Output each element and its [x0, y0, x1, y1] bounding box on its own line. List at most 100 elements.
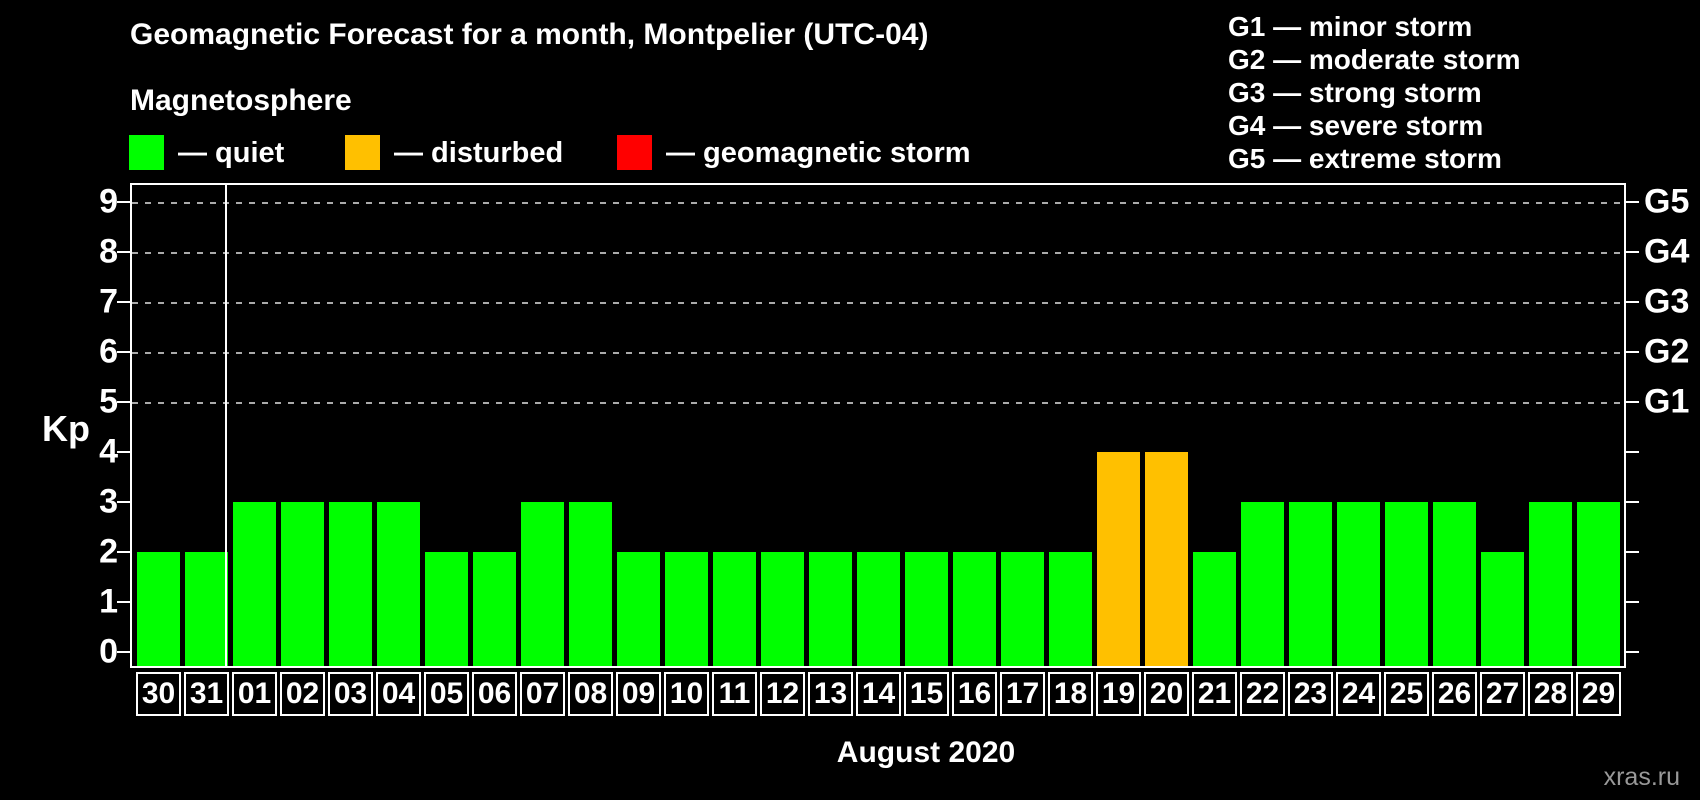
- bar-day-15: [905, 552, 948, 666]
- y-tick-label-5: 5: [99, 382, 118, 421]
- right-tick-kp0: [1626, 651, 1639, 653]
- bar-day-11: [713, 552, 756, 666]
- right-tick-kp7: [1626, 301, 1639, 303]
- bar-day-31: [185, 552, 228, 666]
- magnetosphere-label: Magnetosphere: [130, 84, 352, 117]
- plot-area: [130, 183, 1626, 668]
- y-tick-label-1: 1: [99, 582, 118, 621]
- day-label-10: 10: [664, 672, 709, 716]
- y-axis-label: Kp: [42, 408, 90, 449]
- day-label-26: 26: [1432, 672, 1477, 716]
- legend-label-disturbed: — disturbed: [394, 137, 564, 169]
- g-label-G5: G5: [1644, 182, 1690, 221]
- day-label-07: 07: [520, 672, 565, 716]
- left-tick-kp9: [117, 201, 130, 203]
- day-label-17: 17: [1000, 672, 1045, 716]
- bar-day-02: [281, 502, 324, 666]
- g-scale-legend: G1 — minor storm G2 — moderate storm G3 …: [1228, 10, 1521, 175]
- right-tick-kp5: [1626, 401, 1639, 403]
- y-tick-label-8: 8: [99, 232, 118, 271]
- left-tick-kp7: [117, 301, 130, 303]
- left-tick-kp0: [117, 651, 130, 653]
- y-tick-label-2: 2: [99, 532, 118, 571]
- bar-day-28: [1529, 502, 1572, 666]
- gridline-kp6: [132, 352, 1624, 354]
- x-axis-title: August 2020: [836, 736, 1016, 769]
- day-label-03: 03: [328, 672, 373, 716]
- day-label-04: 04: [376, 672, 421, 716]
- day-label-23: 23: [1288, 672, 1333, 716]
- right-tick-kp2: [1626, 551, 1639, 553]
- bar-day-06: [473, 552, 516, 666]
- g1-legend-line: G1 — minor storm: [1228, 11, 1473, 42]
- plot-inner: [132, 185, 1624, 666]
- day-label-27: 27: [1480, 672, 1525, 716]
- y-tick-label-9: 9: [99, 182, 118, 221]
- day-label-13: 13: [808, 672, 853, 716]
- right-tick-kp3: [1626, 501, 1639, 503]
- day-label-22: 22: [1240, 672, 1285, 716]
- left-tick-kp4: [117, 451, 130, 453]
- bar-day-16: [953, 552, 996, 666]
- g2-legend-line: G2 — moderate storm: [1228, 44, 1521, 75]
- y-tick-label-6: 6: [99, 332, 118, 371]
- g3-legend-line: G3 — strong storm: [1228, 77, 1482, 108]
- day-label-01: 01: [232, 672, 277, 716]
- y-tick-label-0: 0: [99, 632, 118, 671]
- day-label-06: 06: [472, 672, 517, 716]
- g-label-G4: G4: [1644, 232, 1690, 271]
- bar-day-03: [329, 502, 372, 666]
- gridline-kp9: [132, 202, 1624, 204]
- bar-day-05: [425, 552, 468, 666]
- watermark: xras.ru: [1603, 763, 1680, 791]
- bar-day-24: [1337, 502, 1380, 666]
- day-label-14: 14: [856, 672, 901, 716]
- left-tick-kp1: [117, 601, 130, 603]
- y-tick-label-4: 4: [99, 432, 118, 471]
- legend-swatch-storm: [617, 135, 652, 170]
- day-label-15: 15: [904, 672, 949, 716]
- g-label-G3: G3: [1644, 282, 1690, 321]
- day-label-30: 30: [136, 672, 181, 716]
- day-label-25: 25: [1384, 672, 1429, 716]
- bar-day-27: [1481, 552, 1524, 666]
- left-tick-kp8: [117, 251, 130, 253]
- bar-day-23: [1289, 502, 1332, 666]
- day-label-08: 08: [568, 672, 613, 716]
- legend-label-quiet: — quiet: [178, 137, 285, 169]
- bar-day-29: [1577, 502, 1620, 666]
- bar-day-12: [761, 552, 804, 666]
- legend-swatch-quiet: [129, 135, 164, 170]
- bar-day-08: [569, 502, 612, 666]
- bar-day-13: [809, 552, 852, 666]
- bar-day-22: [1241, 502, 1284, 666]
- bar-day-04: [377, 502, 420, 666]
- right-tick-kp9: [1626, 201, 1639, 203]
- left-tick-kp3: [117, 501, 130, 503]
- y-tick-label-7: 7: [99, 282, 118, 321]
- legend-swatch-disturbed: [345, 135, 380, 170]
- bar-day-30: [137, 552, 180, 666]
- bar-day-14: [857, 552, 900, 666]
- gridline-kp8: [132, 252, 1624, 254]
- bar-day-07: [521, 502, 564, 666]
- right-tick-kp1: [1626, 601, 1639, 603]
- day-label-18: 18: [1048, 672, 1093, 716]
- day-label-11: 11: [712, 672, 757, 716]
- bar-day-18: [1049, 552, 1092, 666]
- month-divider: [225, 185, 227, 666]
- page-title: Geomagnetic Forecast for a month, Montpe…: [130, 18, 929, 51]
- g4-legend-line: G4 — severe storm: [1228, 110, 1484, 141]
- g5-legend-line: G5 — extreme storm: [1228, 143, 1502, 174]
- g-label-G1: G1: [1644, 382, 1690, 421]
- day-label-09: 09: [616, 672, 661, 716]
- day-label-24: 24: [1336, 672, 1381, 716]
- day-label-29: 29: [1576, 672, 1621, 716]
- bar-day-17: [1001, 552, 1044, 666]
- day-label-21: 21: [1192, 672, 1237, 716]
- left-tick-kp2: [117, 551, 130, 553]
- day-label-12: 12: [760, 672, 805, 716]
- right-tick-kp8: [1626, 251, 1639, 253]
- legend-label-storm: — geomagnetic storm: [666, 137, 971, 169]
